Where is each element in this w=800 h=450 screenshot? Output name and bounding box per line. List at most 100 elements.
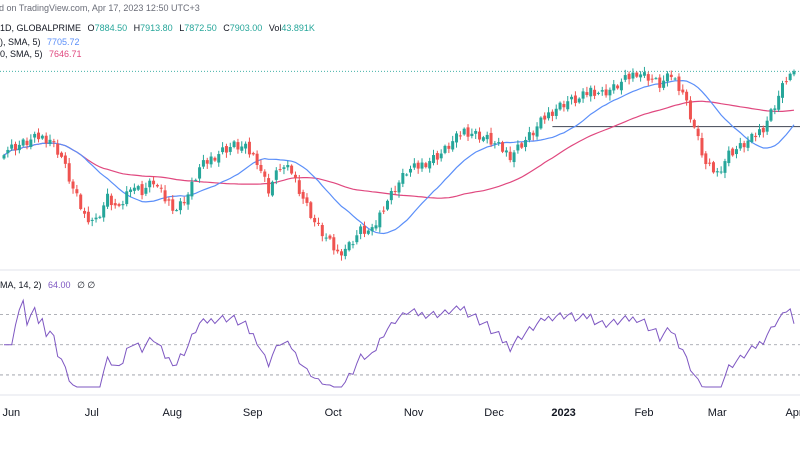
candle-body — [788, 73, 792, 80]
candle — [228, 142, 232, 156]
candle-body — [67, 163, 71, 182]
candle — [623, 69, 627, 83]
candle — [493, 140, 497, 149]
candle-body — [524, 139, 528, 148]
candle-body — [589, 87, 593, 97]
candle — [550, 109, 554, 122]
candle-body — [769, 109, 773, 121]
candle-body — [90, 219, 94, 221]
candle — [504, 147, 508, 157]
open-value: 7884.50 — [95, 23, 128, 33]
candle — [443, 144, 447, 155]
candle-body — [600, 90, 604, 92]
candle-body — [585, 92, 589, 96]
candle — [255, 150, 259, 170]
candle-body — [593, 89, 597, 96]
candle — [527, 126, 531, 143]
candle-body — [478, 131, 482, 140]
candle — [17, 140, 21, 154]
candle — [21, 138, 25, 147]
candle — [144, 182, 148, 197]
candle — [447, 142, 451, 154]
candle — [416, 160, 420, 174]
candle-body — [623, 75, 627, 80]
candle-body — [167, 199, 171, 201]
candle — [681, 84, 685, 95]
candle — [48, 134, 52, 147]
candle-body — [148, 180, 152, 188]
candle — [742, 140, 746, 153]
candle-body — [21, 139, 25, 146]
candle-body — [221, 147, 225, 153]
candle — [631, 68, 635, 82]
candle-body — [86, 211, 90, 223]
candle — [428, 157, 432, 173]
candle-body — [627, 73, 631, 80]
candle — [113, 198, 117, 209]
ma-fast-legend: ), SMA, 5) 7705.72 — [0, 37, 80, 47]
published-text: d on TradingView.com, Apr 17, 2023 12:50… — [0, 3, 200, 13]
candle-body — [301, 191, 305, 199]
candle-body — [182, 201, 186, 204]
candle — [696, 125, 700, 141]
candle-body — [439, 153, 443, 159]
candle-body — [44, 135, 48, 144]
candle-body — [255, 153, 259, 165]
candle-body — [662, 80, 666, 88]
candle-body — [144, 187, 148, 194]
candle-body — [274, 170, 278, 180]
candle — [704, 151, 708, 170]
candle-body — [761, 127, 765, 133]
high-value: 7913.80 — [140, 23, 173, 33]
candle-body — [734, 149, 738, 155]
candle-body — [94, 217, 98, 220]
candle — [508, 146, 512, 163]
candle-body — [708, 162, 712, 164]
candle-body — [324, 237, 328, 239]
candle-body — [259, 165, 263, 171]
candle — [746, 136, 750, 152]
vol-label: Vol — [269, 23, 282, 33]
candle-body — [669, 74, 673, 78]
candle — [94, 213, 98, 223]
candle-body — [155, 184, 159, 187]
candle — [140, 180, 144, 200]
candle — [167, 197, 171, 206]
candle — [474, 128, 478, 140]
candle-body — [458, 135, 462, 137]
candle-body — [715, 171, 719, 173]
candle — [677, 73, 681, 96]
candle — [336, 244, 340, 254]
candle-body — [416, 162, 420, 169]
candle — [132, 183, 136, 195]
candle-body — [178, 201, 182, 211]
candle-body — [485, 134, 489, 140]
candle-body — [33, 133, 37, 138]
candle — [558, 101, 562, 111]
candle-body — [336, 249, 340, 252]
close-value: 7903.00 — [230, 23, 263, 33]
candle — [274, 167, 278, 185]
candle-body — [121, 204, 125, 206]
candle-body — [642, 72, 646, 76]
candle — [593, 85, 597, 100]
candle — [125, 186, 129, 207]
candle-body — [792, 71, 796, 75]
candle — [267, 173, 271, 197]
candle — [731, 147, 735, 157]
candle — [305, 193, 309, 207]
candle — [397, 180, 401, 198]
x-tick-label: Feb — [635, 407, 654, 419]
candle-body — [688, 100, 692, 120]
candle — [102, 202, 106, 222]
candle-body — [520, 143, 524, 148]
candle — [719, 166, 723, 175]
candle — [247, 137, 251, 158]
candle-body — [654, 78, 658, 80]
candle — [589, 85, 593, 102]
candle-body — [447, 145, 451, 149]
candle-body — [56, 143, 60, 155]
close-label: C — [223, 23, 230, 33]
